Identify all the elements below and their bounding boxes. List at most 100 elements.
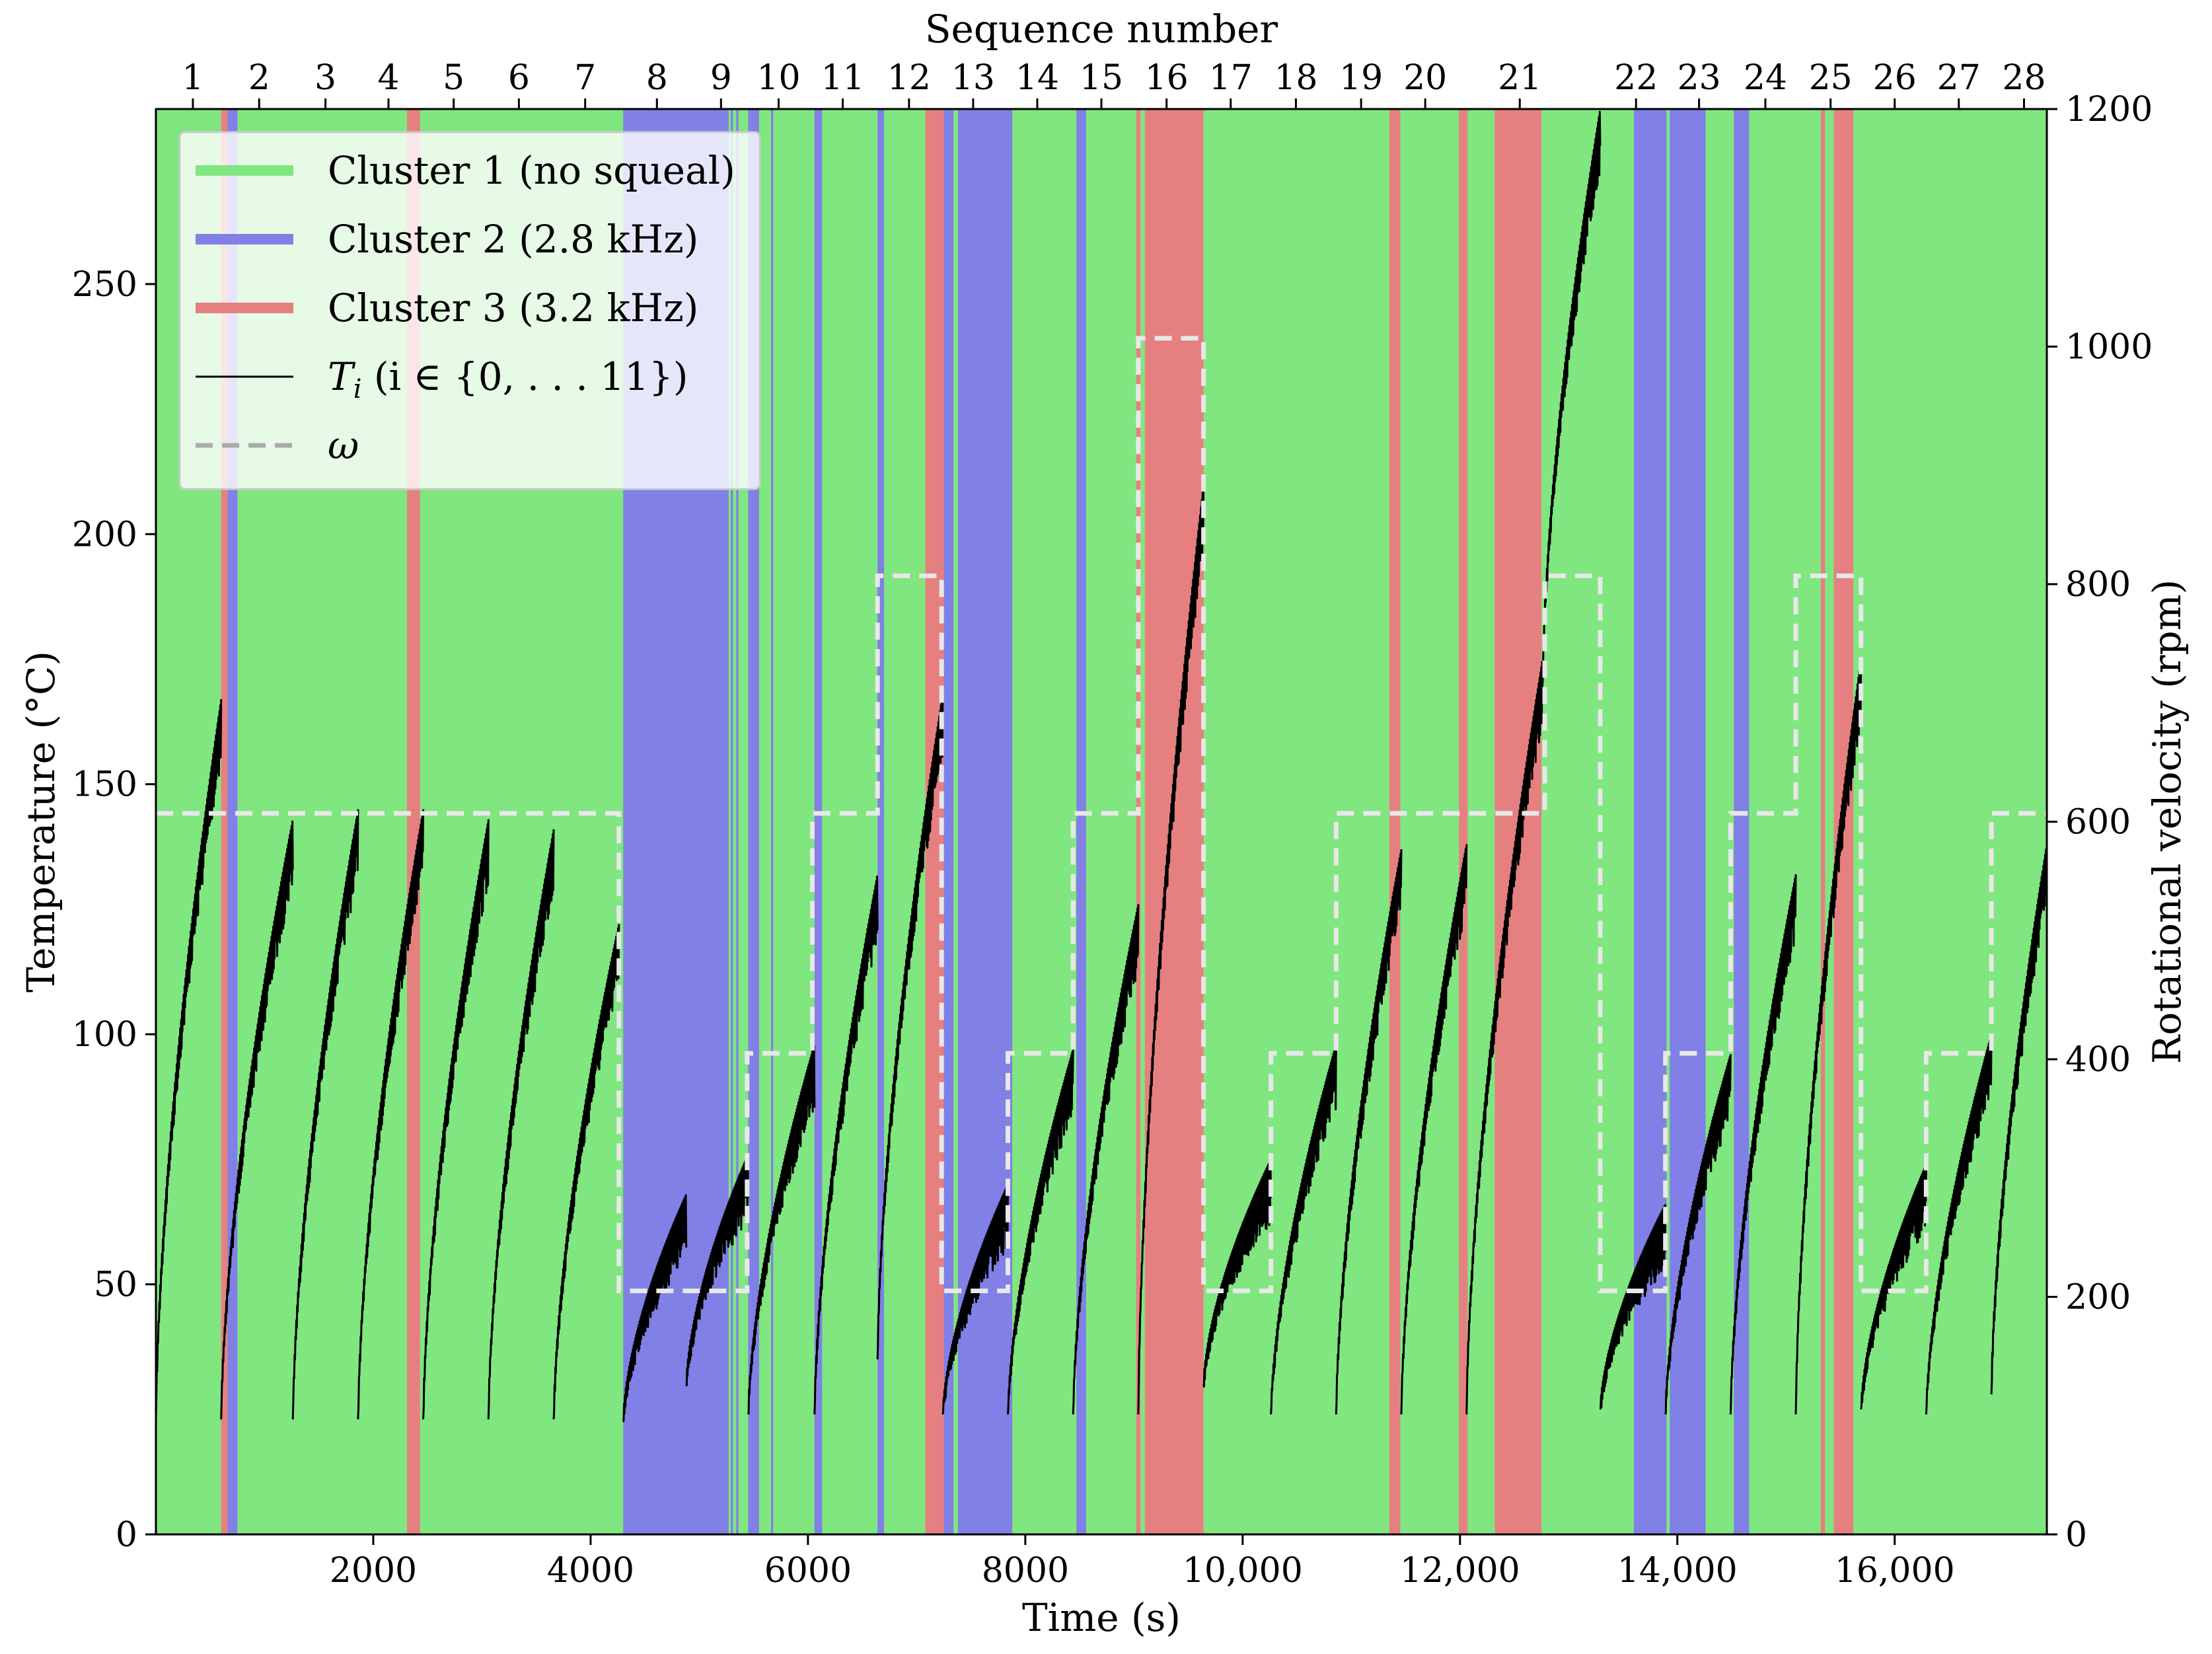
temperature-segment <box>685 1154 749 1386</box>
x-tick-label: 8000 <box>982 1551 1069 1591</box>
temperature-segment <box>1072 904 1140 1415</box>
y-tick-label: 200 <box>72 515 137 554</box>
legend-label: Cluster 1 (no squeal) <box>328 148 735 193</box>
legend: Cluster 1 (no squeal) Cluster 2 (2.8 kHz)… <box>178 131 761 490</box>
sequence-tick-label: 10 <box>756 58 800 98</box>
sequence-tick-label: 2 <box>248 58 270 98</box>
temperature-segment <box>876 694 944 1360</box>
y-tick-label: 150 <box>72 765 137 805</box>
sequence-tick-label: 17 <box>1209 58 1253 98</box>
y2-tick-label: 800 <box>2065 565 2131 605</box>
cluster-band <box>1734 109 1750 1534</box>
temperature-segment <box>1541 110 1602 685</box>
top-x-axis-label: Sequence number <box>925 7 1278 52</box>
cluster-band <box>770 109 774 1534</box>
sequence-tick-label: 8 <box>646 58 668 98</box>
sequence-tick-label: 22 <box>1614 58 1658 98</box>
legend-box <box>178 131 761 490</box>
temperature-segment <box>156 699 223 1419</box>
temperature-segment <box>1335 849 1403 1415</box>
legend-label: Cluster 3 (3.2 kHz) <box>328 285 698 330</box>
cluster-band <box>1820 109 1825 1534</box>
temperature-segment <box>487 829 555 1419</box>
sequence-tick-label: 1 <box>182 58 203 98</box>
y2-tick-label: 1000 <box>2065 328 2153 367</box>
temperature-segment <box>622 1194 688 1423</box>
legend-label: ω <box>328 423 359 468</box>
y2-tick-label: 200 <box>2065 1278 2131 1318</box>
x-tick-label: 12,000 <box>1400 1551 1520 1591</box>
sequence-tick-label: 18 <box>1274 58 1317 98</box>
temperature-segment <box>1465 661 1544 1415</box>
legend-label: Cluster 2 (2.8 kHz) <box>328 217 698 262</box>
cluster-band <box>1459 109 1468 1534</box>
plot-area <box>156 109 2047 1534</box>
temperature-segment <box>1729 874 1797 1415</box>
sequence-tick-label: 16 <box>1145 58 1189 98</box>
sequence-tick-label: 4 <box>377 58 399 98</box>
sequence-tick-label: 9 <box>710 58 732 98</box>
y-tick-label: 250 <box>72 265 137 305</box>
temperature-segment <box>1860 1164 1927 1410</box>
cluster-band <box>1633 109 1667 1534</box>
temperature-segment <box>1270 1044 1337 1415</box>
temperature-segment <box>291 809 359 1419</box>
cluster-band <box>736 109 739 1534</box>
y2-tick-label: 600 <box>2065 803 2131 843</box>
y2-tick-label: 0 <box>2065 1515 2087 1555</box>
cluster-band <box>731 109 733 1534</box>
temperature-segment <box>1400 844 1468 1415</box>
x-tick-label: 6000 <box>764 1551 852 1591</box>
cluster-band <box>943 109 954 1534</box>
cluster-band <box>1136 109 1141 1534</box>
cluster-band <box>877 109 885 1534</box>
temperature-segment <box>220 820 294 1419</box>
sequence-tick-label: 19 <box>1339 58 1383 98</box>
y-tick-label: 100 <box>72 1015 137 1055</box>
y-tick-label: 0 <box>116 1515 137 1555</box>
cluster-band <box>1076 109 1086 1534</box>
sequence-tick-label: 5 <box>443 58 464 98</box>
sequence-tick-label: 24 <box>1744 58 1787 98</box>
x-tick-label: 14,000 <box>1617 1551 1738 1591</box>
temperature-segment <box>552 924 620 1419</box>
y-axis-label: Temperature (°C) <box>18 651 63 993</box>
omega-series <box>156 336 2047 1293</box>
x-tick-label: 2000 <box>330 1551 417 1591</box>
sequence-tick-label: 28 <box>2002 58 2046 98</box>
sequence-tick-label: 7 <box>574 58 596 98</box>
x-tick-label: 16,000 <box>1835 1551 1955 1591</box>
x-axis-label: Time (s) <box>1022 1595 1181 1640</box>
sequence-tick-label: 3 <box>314 58 336 98</box>
sequence-tick-label: 21 <box>1498 58 1541 98</box>
y2-tick-label: 400 <box>2065 1040 2131 1080</box>
sequence-tick-label: 11 <box>821 58 864 98</box>
temperature-segment <box>1202 1159 1272 1388</box>
temperature-segment <box>1137 484 1205 1415</box>
sequence-tick-label: 15 <box>1080 58 1123 98</box>
temperature-segment <box>1007 1049 1074 1415</box>
cluster-band <box>814 109 823 1534</box>
temperature-series <box>156 110 2047 1423</box>
temperature-segment <box>747 1045 816 1415</box>
temperature-segment <box>422 819 490 1419</box>
x-tick-label: 10,000 <box>1183 1551 1303 1591</box>
y2-axis-label: Rotational velocity (rpm) <box>2145 580 2190 1064</box>
temperature-segment <box>1794 659 1862 1415</box>
cluster-band <box>221 109 228 1534</box>
sequence-tick-label: 23 <box>1677 58 1721 98</box>
temperature-segment <box>1664 1054 1732 1415</box>
temperature-segment <box>813 876 879 1415</box>
sequence-tick-label: 26 <box>1873 58 1917 98</box>
temperature-segment <box>357 809 425 1419</box>
legend-label: Ti (i ∈ {0, . . . 11}) <box>328 354 688 404</box>
x-tick-label: 4000 <box>547 1551 634 1591</box>
omega-line <box>156 336 2047 1293</box>
cluster-band <box>1144 109 1204 1534</box>
y-tick-label: 50 <box>94 1265 137 1305</box>
temperature-segment <box>1599 1204 1667 1410</box>
sequence-tick-label: 27 <box>1937 58 1981 98</box>
sequence-tick-label: 25 <box>1809 58 1853 98</box>
